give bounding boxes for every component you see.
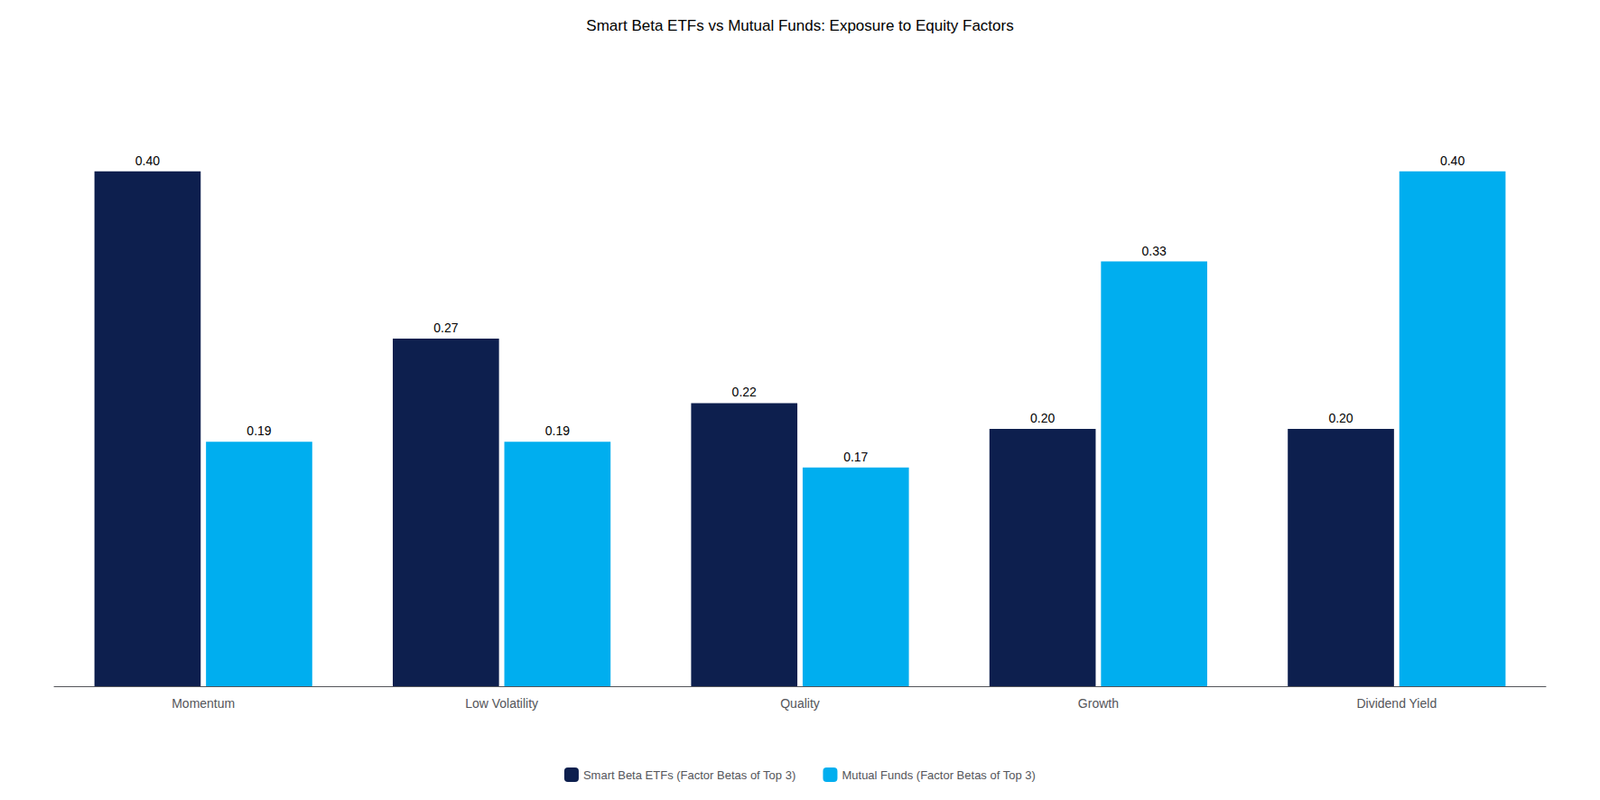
svg-text:Quality: Quality <box>780 696 820 711</box>
svg-text:0.20: 0.20 <box>1030 410 1055 426</box>
svg-text:Smart Beta ETFs (Factor Betas: Smart Beta ETFs (Factor Betas of Top 3) <box>583 768 796 782</box>
svg-text:0.19: 0.19 <box>545 423 570 438</box>
svg-text:0.33: 0.33 <box>1142 243 1167 259</box>
svg-text:Smart Beta ETFs vs Mutual Fund: Smart Beta ETFs vs Mutual Funds: Exposur… <box>586 17 1014 35</box>
svg-text:0.17: 0.17 <box>843 449 868 465</box>
svg-text:0.22: 0.22 <box>732 384 757 400</box>
svg-text:Mutual Funds (Factor Betas of: Mutual Funds (Factor Betas of Top 3) <box>841 768 1035 782</box>
svg-text:Dividend Yield: Dividend Yield <box>1356 696 1437 711</box>
svg-text:Low Volatility: Low Volatility <box>465 696 539 711</box>
svg-text:0.27: 0.27 <box>433 320 458 335</box>
svg-text:Growth: Growth <box>1078 696 1119 711</box>
svg-text:0.40: 0.40 <box>135 153 160 168</box>
svg-text:0.19: 0.19 <box>246 423 271 438</box>
svg-text:Momentum: Momentum <box>171 696 235 711</box>
svg-text:0.40: 0.40 <box>1440 153 1465 168</box>
svg-text:0.20: 0.20 <box>1328 410 1353 426</box>
